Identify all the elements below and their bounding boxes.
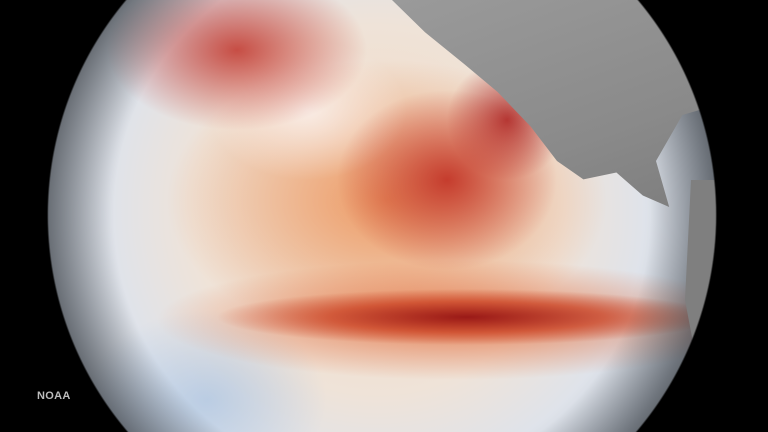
north-america-landmass xyxy=(392,0,722,207)
credit-label: NOAA xyxy=(37,390,71,402)
south-america-coast xyxy=(685,180,727,380)
